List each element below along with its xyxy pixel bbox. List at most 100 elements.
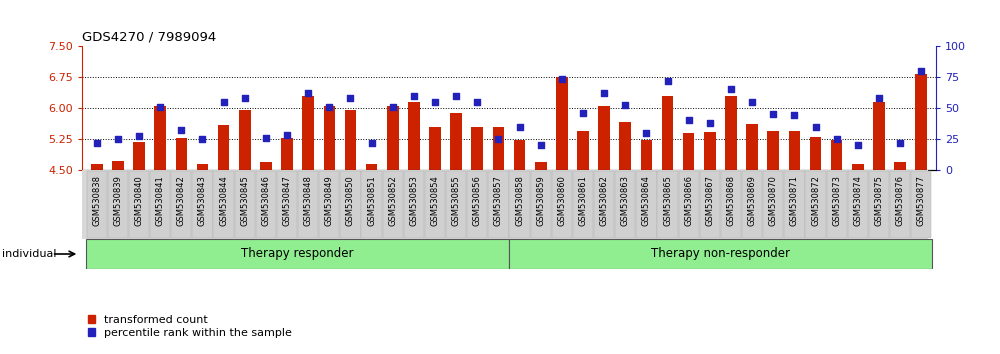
Bar [281,138,293,170]
FancyBboxPatch shape [108,171,128,238]
FancyBboxPatch shape [784,171,805,238]
FancyBboxPatch shape [636,171,657,238]
Text: GSM530868: GSM530868 [726,176,735,227]
Bar [535,162,547,170]
Bar [218,125,229,170]
Text: GDS4270 / 7989094: GDS4270 / 7989094 [82,30,216,44]
Text: GSM530859: GSM530859 [536,176,545,226]
Bar [366,164,377,170]
Text: GSM530847: GSM530847 [283,176,292,226]
Point [681,118,697,123]
Text: GSM530855: GSM530855 [452,176,461,226]
Bar [556,77,568,170]
Bar [662,96,673,170]
Bar [112,161,124,170]
Text: GSM530861: GSM530861 [578,176,587,226]
Bar [260,162,272,170]
Text: GSM530850: GSM530850 [346,176,355,226]
Text: GSM530865: GSM530865 [663,176,672,226]
Text: individual: individual [2,249,56,259]
FancyBboxPatch shape [911,171,931,238]
FancyBboxPatch shape [425,171,445,238]
Point [237,95,253,101]
Text: GSM530867: GSM530867 [705,176,714,227]
Text: GSM530863: GSM530863 [621,176,630,227]
Bar [852,164,864,170]
Bar [915,74,927,170]
Bar [641,140,652,170]
Legend: transformed count, percentile rank within the sample: transformed count, percentile rank withi… [88,315,292,338]
Point [617,103,633,108]
Bar [91,164,103,170]
Text: GSM530870: GSM530870 [769,176,778,226]
Bar [387,106,399,170]
Point [786,113,802,118]
Text: GSM530869: GSM530869 [748,176,757,226]
Point [258,135,274,141]
Bar [810,137,821,170]
Text: GSM530872: GSM530872 [811,176,820,226]
Point [829,136,845,142]
Text: GSM530871: GSM530871 [790,176,799,226]
Point [173,127,189,133]
FancyBboxPatch shape [277,171,297,238]
Bar [514,140,525,170]
FancyBboxPatch shape [404,171,424,238]
Text: GSM530844: GSM530844 [219,176,228,226]
FancyBboxPatch shape [890,171,910,238]
FancyBboxPatch shape [657,171,678,238]
Text: GSM530838: GSM530838 [92,176,101,227]
Point [364,140,380,145]
Text: Therapy non-responder: Therapy non-responder [651,247,790,261]
FancyBboxPatch shape [298,171,318,238]
Text: GSM530864: GSM530864 [642,176,651,226]
Bar [577,131,589,170]
Point [808,124,824,129]
Text: GSM530840: GSM530840 [135,176,144,226]
FancyBboxPatch shape [594,171,614,238]
Bar [345,110,356,170]
Text: GSM530852: GSM530852 [388,176,397,226]
FancyBboxPatch shape [805,171,826,238]
Bar [493,127,504,170]
FancyBboxPatch shape [213,171,234,238]
FancyBboxPatch shape [509,171,530,238]
Point [216,99,232,105]
FancyBboxPatch shape [573,171,593,238]
Text: Therapy responder: Therapy responder [241,247,354,261]
Bar [619,122,631,170]
FancyBboxPatch shape [679,171,699,238]
Point [765,111,781,117]
FancyBboxPatch shape [235,171,255,238]
Point [300,90,316,96]
Bar [683,133,694,170]
Text: GSM530856: GSM530856 [473,176,482,226]
Text: GSM530860: GSM530860 [557,176,566,226]
Bar [450,113,462,170]
Text: GSM530841: GSM530841 [156,176,165,226]
FancyBboxPatch shape [87,171,107,238]
Bar [176,138,187,170]
FancyBboxPatch shape [171,171,191,238]
Bar [324,106,335,170]
Bar [408,102,420,170]
Point [194,136,210,142]
Point [850,142,866,148]
Text: GSM530848: GSM530848 [304,176,313,226]
Text: GSM530854: GSM530854 [431,176,440,226]
Bar [873,102,885,170]
Point [89,140,105,145]
Bar [197,164,208,170]
FancyBboxPatch shape [319,171,339,238]
FancyBboxPatch shape [192,171,213,238]
Bar [598,106,610,170]
Text: GSM530875: GSM530875 [874,176,883,226]
Point [385,104,401,110]
Bar [429,127,441,170]
Point [321,104,337,110]
Bar [894,162,906,170]
Text: GSM530862: GSM530862 [600,176,609,226]
Point [871,95,887,101]
FancyBboxPatch shape [488,171,509,238]
Point [406,93,422,98]
